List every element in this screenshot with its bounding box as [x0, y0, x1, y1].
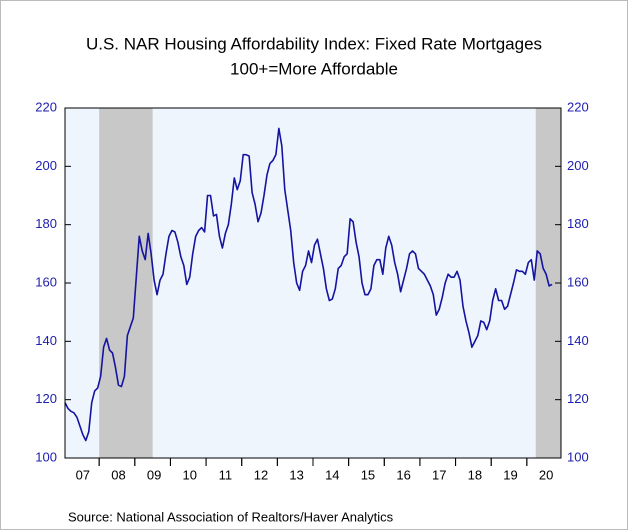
x-tick-label: 12: [254, 467, 268, 482]
y-tick-label: 180: [35, 216, 57, 231]
plot-frame: [64, 107, 562, 459]
recession-band: [99, 108, 153, 458]
x-tick-label: 16: [396, 467, 410, 482]
x-tick-label: 11: [219, 467, 233, 482]
y-tick-label: 140: [35, 333, 57, 348]
y2-tick-label: 140: [567, 333, 589, 348]
y2-tick-label: 160: [567, 274, 589, 289]
x-tick-label: 20: [539, 467, 553, 482]
x-tick-label: 18: [468, 467, 482, 482]
x-tick-label: 15: [361, 467, 375, 482]
x-tick-label: 08: [111, 467, 125, 482]
x-tick-label: 09: [147, 467, 161, 482]
y2-tick-label: 180: [567, 216, 589, 231]
y2-tick-label: 100: [567, 449, 589, 464]
x-tick-label: 19: [503, 467, 517, 482]
chart-subtitle: 100+=More Affordable: [230, 59, 398, 78]
y-tick-label: 100: [35, 449, 57, 464]
y-tick-label: 120: [35, 391, 57, 406]
chart-title: U.S. NAR Housing Affordability Index: Fi…: [86, 34, 542, 53]
y2-tick-label: 120: [567, 391, 589, 406]
y2-tick-label: 200: [567, 158, 589, 173]
y-tick-label: 220: [35, 99, 57, 114]
x-tick-label: 13: [289, 467, 303, 482]
source-note: Source: National Association of Realtors…: [68, 509, 394, 524]
data-line: [64, 127, 553, 442]
x-tick-label: 10: [183, 467, 197, 482]
x-tick-label: 07: [76, 467, 90, 482]
y-tick-label: 200: [35, 158, 57, 173]
x-tick-label: 14: [325, 467, 339, 482]
y2-tick-label: 220: [567, 99, 589, 114]
x-tick-label: 17: [432, 467, 446, 482]
y-tick-label: 160: [35, 274, 57, 289]
